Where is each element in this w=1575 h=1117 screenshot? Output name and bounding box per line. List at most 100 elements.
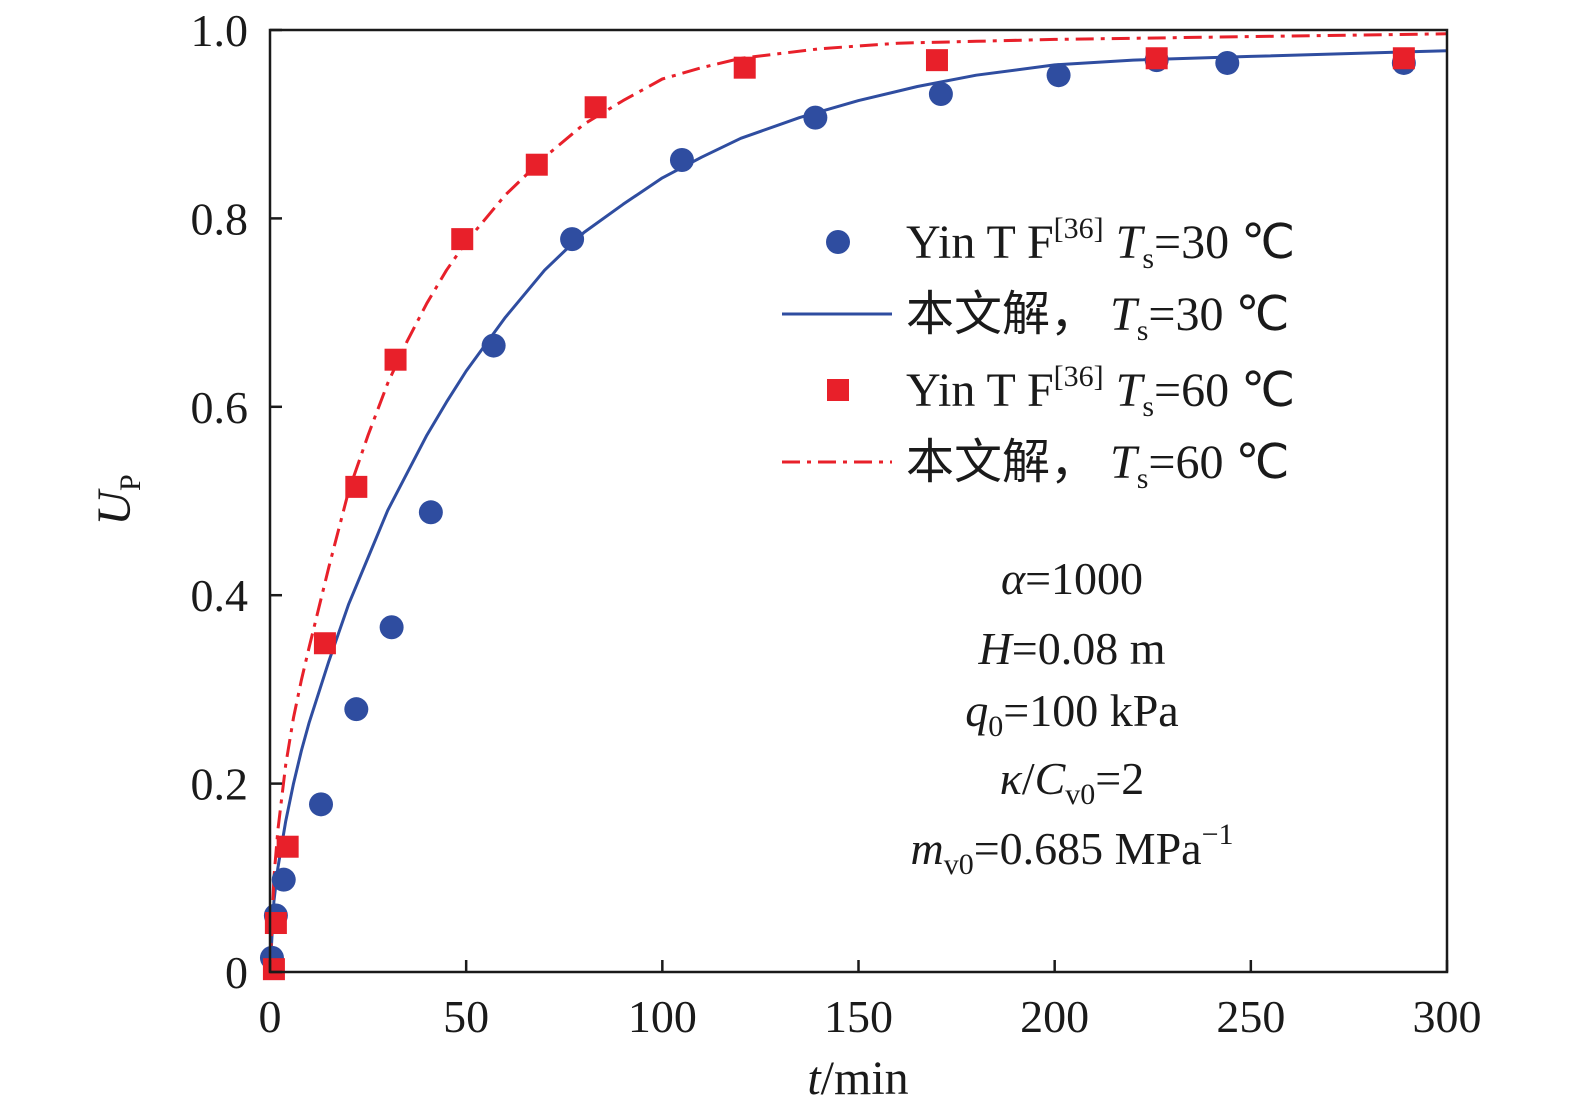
parameter-text: H=0.08 m bbox=[978, 623, 1166, 674]
x-tick-label: 200 bbox=[1020, 991, 1089, 1042]
y-tick-label: 0.4 bbox=[191, 570, 249, 621]
legend-prefix: Yin T F bbox=[906, 364, 1054, 417]
series-line-1 bbox=[268, 49, 1448, 973]
data-point-circle bbox=[418, 500, 443, 525]
legend-item: 本文解， Ts=30 ℃ bbox=[782, 288, 1289, 347]
data-point-square bbox=[525, 153, 548, 176]
parameter-text: α=1000 bbox=[1001, 553, 1143, 604]
data-point-square bbox=[925, 49, 948, 72]
x-tick-label: 50 bbox=[443, 991, 489, 1042]
legend-item: 本文解， Ts=60 ℃ bbox=[782, 436, 1289, 495]
data-point-square bbox=[1145, 47, 1168, 70]
legend-ref: [36] bbox=[1054, 212, 1104, 245]
param-var: κ bbox=[1000, 753, 1023, 804]
series-markers bbox=[259, 47, 1416, 981]
y-tick-label: 0.6 bbox=[191, 382, 249, 433]
parameter-text: mv0=0.685 MPa−1 bbox=[911, 818, 1234, 881]
plot-frame bbox=[268, 28, 1449, 974]
legend-item: Yin T F[36] Ts=30 ℃ bbox=[826, 212, 1295, 275]
param-mid: / bbox=[1022, 753, 1035, 804]
param-rest: =1000 bbox=[1025, 553, 1143, 604]
legend-var: T bbox=[1098, 288, 1140, 341]
data-point-square bbox=[262, 958, 285, 981]
data-point-square bbox=[276, 835, 299, 858]
data-point-square bbox=[451, 228, 474, 251]
series-line-3 bbox=[268, 32, 1448, 973]
data-point-circle bbox=[309, 792, 334, 817]
data-point-circle bbox=[560, 227, 585, 252]
param-rest: =0.685 MPa bbox=[974, 823, 1202, 874]
legend-rest: =30 ℃ bbox=[1148, 288, 1289, 341]
parameter-text: κ/Cv0=2 bbox=[1000, 753, 1145, 811]
legend-prefix: 本文解， bbox=[906, 436, 1098, 489]
legend-sub: s bbox=[1137, 314, 1149, 347]
param-sup: −1 bbox=[1202, 818, 1234, 851]
data-point-square bbox=[1392, 47, 1415, 70]
y-axis-sub: P bbox=[114, 474, 147, 491]
legend-var: T bbox=[1098, 436, 1140, 489]
data-point-square bbox=[345, 475, 368, 498]
data-point-square bbox=[264, 912, 287, 935]
x-tick-label: 150 bbox=[824, 991, 893, 1042]
y-tick-label: 0.8 bbox=[191, 193, 249, 244]
x-tick-label: 250 bbox=[1216, 991, 1285, 1042]
param-var: q bbox=[965, 685, 988, 736]
data-point-circle bbox=[379, 615, 404, 640]
y-tick-label: 0 bbox=[225, 947, 248, 998]
legend-label: Yin T F[36] Ts=30 ℃ bbox=[906, 212, 1295, 275]
data-point-circle bbox=[928, 82, 953, 107]
param-var: α bbox=[1001, 553, 1026, 604]
x-axis-var: t bbox=[807, 1052, 822, 1105]
param-sub: v0 bbox=[1065, 778, 1095, 811]
param-var: H bbox=[978, 623, 1015, 674]
data-point-circle bbox=[803, 105, 828, 130]
data-point-square bbox=[733, 56, 756, 79]
data-point-square bbox=[384, 348, 407, 371]
data-point-circle bbox=[481, 333, 506, 358]
data-point-circle bbox=[344, 697, 369, 722]
legend-sub: s bbox=[1137, 462, 1149, 495]
legend-sub: s bbox=[1142, 390, 1154, 423]
data-point-circle bbox=[1046, 63, 1071, 88]
legend-symbol-circle bbox=[826, 230, 850, 254]
series-lines bbox=[268, 32, 1448, 973]
legend-label: 本文解， Ts=60 ℃ bbox=[906, 436, 1289, 495]
legend-symbol-square bbox=[827, 379, 849, 401]
legend-ref: [36] bbox=[1054, 360, 1104, 393]
parameter-text: q0=100 kPa bbox=[965, 685, 1178, 743]
y-axis: 0 0.2 0.4 0.6 0.8 1.0 bbox=[191, 5, 282, 998]
y-axis-var: U bbox=[88, 488, 141, 526]
legend-label: 本文解， Ts=30 ℃ bbox=[906, 288, 1289, 347]
param-var: m bbox=[911, 823, 944, 874]
x-tick-label: 100 bbox=[628, 991, 697, 1042]
legend-prefix: 本文解， bbox=[906, 288, 1098, 341]
x-axis-title: t/min bbox=[807, 1052, 908, 1105]
legend-var: T bbox=[1104, 364, 1146, 417]
x-axis: 0 50 100 150 200 250 300 bbox=[259, 960, 1482, 1042]
data-point-circle bbox=[1215, 50, 1240, 75]
y-axis-title: UP bbox=[88, 474, 147, 525]
data-point-square bbox=[584, 96, 607, 119]
data-point-circle bbox=[669, 147, 694, 172]
param-var2: C bbox=[1035, 753, 1067, 804]
x-tick-label: 300 bbox=[1413, 991, 1482, 1042]
y-tick-label: 1.0 bbox=[191, 5, 249, 56]
param-sub: v0 bbox=[944, 848, 974, 881]
y-tick-label: 0.2 bbox=[191, 759, 249, 810]
legend-rest: =60 ℃ bbox=[1154, 364, 1295, 417]
legend-rest: =60 ℃ bbox=[1148, 436, 1289, 489]
x-tick-label: 0 bbox=[259, 991, 282, 1042]
legend-var: T bbox=[1104, 216, 1146, 269]
data-point-circle bbox=[271, 867, 296, 892]
legend-sub: s bbox=[1142, 242, 1154, 275]
param-rest: =100 kPa bbox=[1003, 685, 1178, 736]
legend-label: Yin T F[36] Ts=60 ℃ bbox=[906, 360, 1295, 423]
param-rest: =2 bbox=[1095, 753, 1144, 804]
legend-rest: =30 ℃ bbox=[1154, 216, 1295, 269]
data-point-square bbox=[313, 632, 336, 655]
param-rest: =0.08 m bbox=[1012, 623, 1166, 674]
legend-prefix: Yin T F bbox=[906, 216, 1054, 269]
